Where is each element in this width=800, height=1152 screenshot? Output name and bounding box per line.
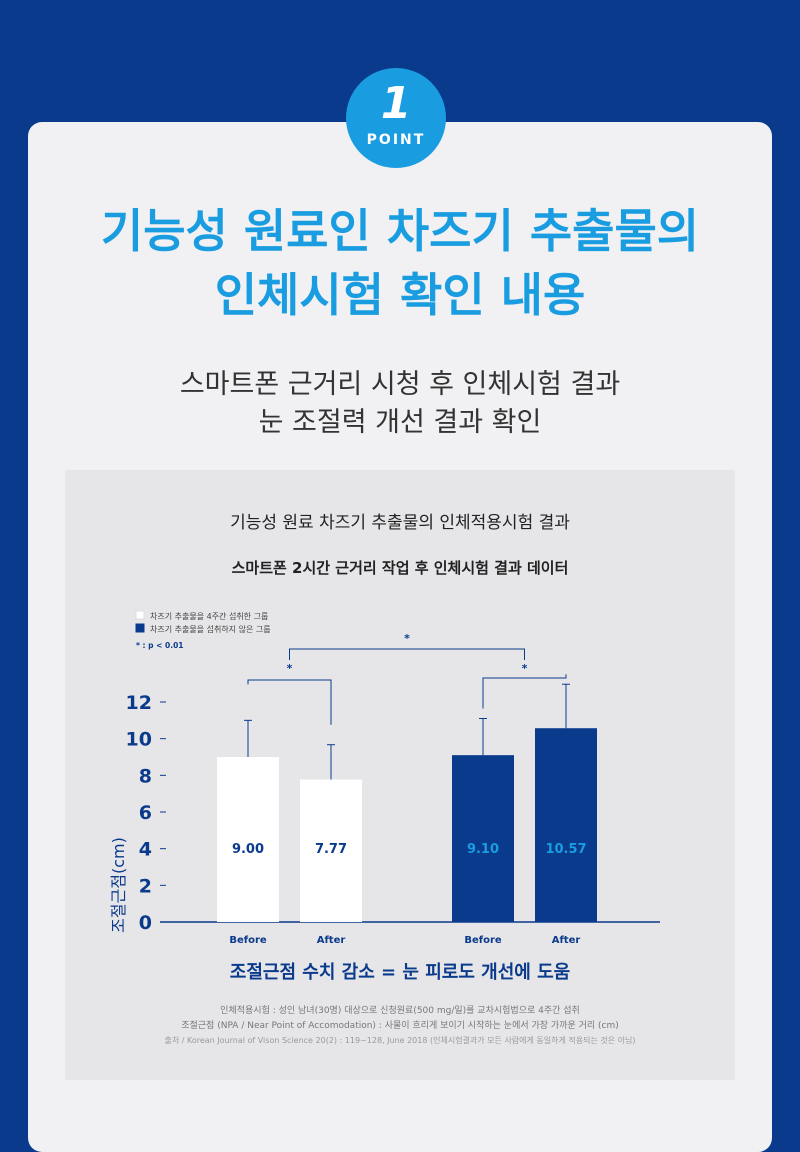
panel-subtitle: 스마트폰 2시간 근거리 작업 후 인체시험 결과 데이터 bbox=[231, 559, 569, 577]
point-label: POINT bbox=[366, 132, 426, 148]
bar bbox=[300, 779, 362, 922]
y-tick-label: 12 bbox=[126, 692, 152, 714]
point-badge: 1 POINT bbox=[346, 68, 446, 168]
x-tick-label: After bbox=[317, 935, 346, 946]
legend-label: 차즈기 추출물을 섭취하지 않은 그룹 bbox=[150, 624, 271, 634]
y-tick-label: 0 bbox=[139, 912, 152, 934]
heading-line-2: 인체시험 확인 내용 bbox=[214, 268, 586, 322]
significance-note: * : p < 0.01 bbox=[136, 641, 184, 650]
legend-label: 차즈기 추출물을 4주간 섭취한 그룹 bbox=[150, 611, 268, 621]
y-tick-label: 4 bbox=[139, 839, 152, 861]
footnote-npa: 조절근점 (NPA / Near Point of Accomodation) … bbox=[181, 1021, 619, 1031]
x-tick-label: Before bbox=[464, 935, 502, 946]
significance-mark-top: * bbox=[404, 632, 410, 645]
bar-value-label: 7.77 bbox=[315, 842, 347, 857]
legend-swatch bbox=[135, 623, 145, 633]
y-tick-label: 6 bbox=[139, 802, 152, 824]
significance-mark-right: * bbox=[522, 662, 528, 675]
footnote-study: 인체적용시험 : 성인 남녀(30명) 대상으로 신청원료(500 mg/일)를… bbox=[220, 1006, 580, 1016]
bar bbox=[217, 757, 279, 922]
bracket-left bbox=[247, 679, 332, 725]
point-number: 1 bbox=[380, 78, 412, 129]
chart-caption: 조절근점 수치 감소 = 눈 피로도 개선에 도움 bbox=[230, 962, 570, 983]
bracket-top bbox=[289, 648, 525, 660]
chart-panel bbox=[65, 470, 735, 1080]
bar-value-label: 9.00 bbox=[232, 842, 264, 857]
y-tick-label: 10 bbox=[126, 729, 152, 751]
y-axis-label: 조절근점(cm) bbox=[109, 837, 128, 933]
bar bbox=[452, 755, 514, 922]
subheading-line-2: 눈 조절력 개선 결과 확인 bbox=[258, 407, 542, 438]
x-tick-label: Before bbox=[229, 935, 267, 946]
y-tick-label: 8 bbox=[139, 765, 152, 787]
x-tick-label: After bbox=[552, 935, 581, 946]
y-tick-label: 2 bbox=[139, 875, 152, 897]
bar bbox=[535, 728, 597, 922]
footnote-source: 출처 / Korean Journal of Vison Science 20(… bbox=[164, 1036, 636, 1045]
heading-line-1: 기능성 원료인 차즈기 추출물의 bbox=[100, 204, 700, 258]
bar-value-label: 10.57 bbox=[545, 842, 586, 857]
bar-value-label: 9.10 bbox=[467, 842, 499, 857]
subheading-line-1: 스마트폰 근거리 시청 후 인체시험 결과 bbox=[179, 369, 621, 400]
panel-title: 기능성 원료 차즈기 추출물의 인체적용시험 결과 bbox=[230, 513, 570, 533]
bracket-right bbox=[482, 674, 567, 709]
legend-swatch bbox=[135, 610, 145, 620]
significance-mark-left: * bbox=[287, 662, 293, 675]
